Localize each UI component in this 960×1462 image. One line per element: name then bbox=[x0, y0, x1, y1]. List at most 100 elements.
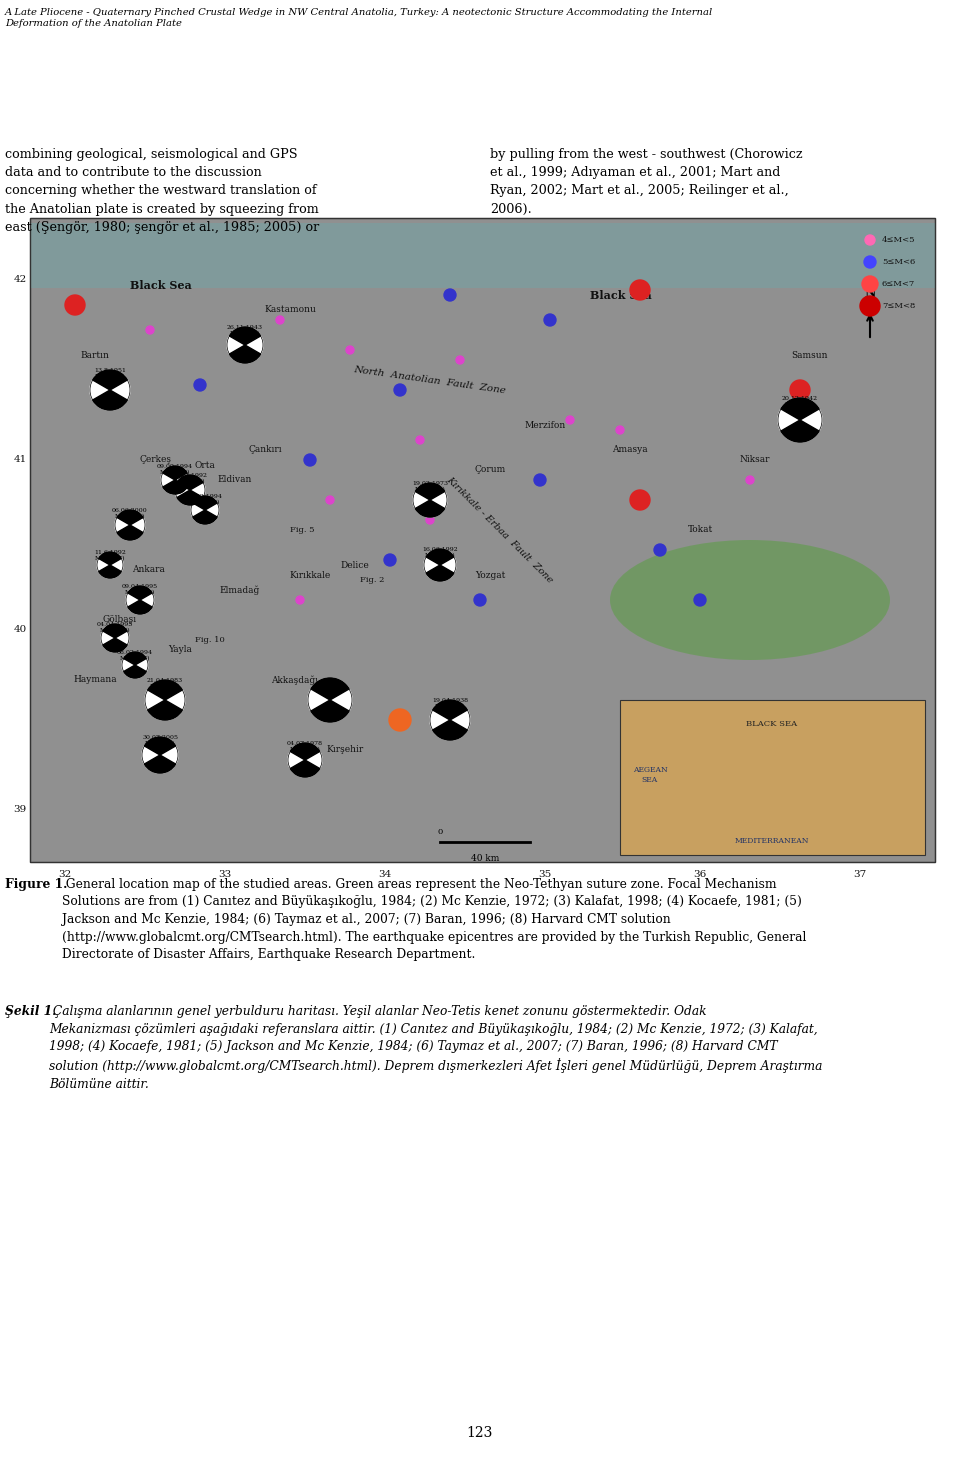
Wedge shape bbox=[144, 737, 176, 754]
Wedge shape bbox=[148, 700, 182, 719]
Wedge shape bbox=[780, 398, 819, 420]
Text: 37: 37 bbox=[853, 870, 867, 879]
Text: 4≤M<5: 4≤M<5 bbox=[882, 235, 916, 244]
Text: 11.6.1992
M:3.3 (7): 11.6.1992 M:3.3 (7) bbox=[94, 550, 126, 561]
Circle shape bbox=[126, 586, 154, 614]
Text: 6≤M<7: 6≤M<7 bbox=[882, 281, 915, 288]
Ellipse shape bbox=[610, 539, 890, 659]
Wedge shape bbox=[124, 652, 146, 665]
Text: A Late Pliocene - Quaternary Pinched Crustal Wedge in NW Central Anatolia, Turke: A Late Pliocene - Quaternary Pinched Cru… bbox=[5, 7, 713, 28]
Text: 0: 0 bbox=[438, 827, 443, 836]
Wedge shape bbox=[124, 665, 146, 678]
Text: 26.02.1994
M:3.9 (7): 26.02.1994 M:3.9 (7) bbox=[187, 494, 223, 504]
Text: Samsun: Samsun bbox=[792, 351, 828, 360]
Circle shape bbox=[430, 700, 470, 740]
Text: Haymana: Haymana bbox=[73, 675, 117, 684]
Circle shape bbox=[296, 596, 304, 604]
Circle shape bbox=[194, 379, 206, 390]
Circle shape bbox=[790, 380, 810, 401]
Wedge shape bbox=[433, 700, 468, 719]
Text: combining geological, seismological and GPS
data and to contribute to the discus: combining geological, seismological and … bbox=[5, 148, 320, 234]
Circle shape bbox=[115, 510, 145, 539]
Text: Ankara: Ankara bbox=[132, 566, 164, 575]
Circle shape bbox=[288, 743, 322, 776]
Circle shape bbox=[474, 594, 486, 607]
Wedge shape bbox=[117, 510, 143, 525]
Circle shape bbox=[426, 516, 434, 523]
Wedge shape bbox=[99, 553, 121, 564]
Circle shape bbox=[694, 594, 706, 607]
Wedge shape bbox=[99, 564, 121, 577]
Text: Bartın: Bartın bbox=[81, 351, 109, 360]
Text: Gölbaşı: Gölbaşı bbox=[103, 616, 137, 624]
Circle shape bbox=[304, 455, 316, 466]
Circle shape bbox=[534, 474, 546, 485]
Text: 30.07.2005
M:5.2 (8): 30.07.2005 M:5.2 (8) bbox=[142, 735, 178, 746]
Text: by pulling from the west - southwest (Chorowicz
et al., 1999; Adıyaman et al., 2: by pulling from the west - southwest (Ch… bbox=[490, 148, 803, 215]
Circle shape bbox=[778, 398, 822, 442]
Circle shape bbox=[142, 737, 178, 773]
Bar bbox=[30, 218, 935, 863]
Wedge shape bbox=[426, 550, 454, 564]
Text: Niksar: Niksar bbox=[740, 456, 770, 465]
Bar bbox=[30, 218, 935, 863]
Text: 7≤M<8: 7≤M<8 bbox=[882, 303, 916, 310]
Wedge shape bbox=[780, 420, 819, 442]
Text: Tokat: Tokat bbox=[687, 525, 712, 535]
Text: Fig. 2: Fig. 2 bbox=[360, 576, 384, 583]
Text: AEGEAN
SEA: AEGEAN SEA bbox=[633, 766, 667, 784]
Wedge shape bbox=[416, 500, 444, 518]
Text: 04.07.1978
M:4.9 (4): 04.07.1978 M:4.9 (4) bbox=[287, 741, 324, 751]
Circle shape bbox=[413, 482, 447, 518]
Circle shape bbox=[630, 490, 650, 510]
Circle shape bbox=[630, 281, 650, 300]
Circle shape bbox=[161, 466, 189, 494]
Text: Figure 1.: Figure 1. bbox=[5, 879, 67, 890]
Text: 20.12.1942
M:7.1 (1): 20.12.1942 M:7.1 (1) bbox=[782, 396, 818, 406]
Wedge shape bbox=[177, 475, 203, 490]
Circle shape bbox=[654, 544, 666, 556]
Text: 19.02.1973
M:4.7 (4): 19.02.1973 M:4.7 (4) bbox=[412, 481, 448, 493]
Wedge shape bbox=[290, 743, 320, 760]
Text: 09.04.1995
M:3.6 (7): 09.04.1995 M:3.6 (7) bbox=[122, 583, 158, 595]
Circle shape bbox=[101, 624, 129, 652]
Wedge shape bbox=[148, 680, 182, 700]
Wedge shape bbox=[193, 510, 217, 523]
Circle shape bbox=[746, 477, 754, 484]
Text: 34: 34 bbox=[378, 870, 392, 879]
Circle shape bbox=[865, 235, 875, 246]
Text: Şekil 1.: Şekil 1. bbox=[5, 1004, 57, 1018]
Text: 21.04.1983
M:4.7 (3): 21.04.1983 M:4.7 (3) bbox=[147, 678, 183, 689]
Text: BLACK SEA: BLACK SEA bbox=[747, 719, 798, 728]
Circle shape bbox=[566, 417, 574, 424]
Circle shape bbox=[444, 289, 456, 301]
Text: Yayla: Yayla bbox=[168, 646, 192, 655]
Text: Merzifon: Merzifon bbox=[524, 421, 565, 430]
Text: Orta: Orta bbox=[195, 462, 215, 471]
Circle shape bbox=[424, 550, 456, 580]
Circle shape bbox=[122, 652, 148, 678]
Text: 41: 41 bbox=[13, 456, 27, 465]
Circle shape bbox=[384, 554, 396, 566]
Text: Elmadağ: Elmadağ bbox=[220, 585, 260, 595]
Text: Black Sea: Black Sea bbox=[130, 281, 192, 291]
Wedge shape bbox=[416, 482, 444, 500]
Text: Çerkeş: Çerkeş bbox=[139, 456, 171, 465]
Text: 5≤M<6: 5≤M<6 bbox=[882, 257, 915, 266]
Wedge shape bbox=[311, 678, 349, 700]
Wedge shape bbox=[93, 390, 128, 409]
Text: North  Anatolian  Fault  Zone: North Anatolian Fault Zone bbox=[353, 366, 507, 395]
Wedge shape bbox=[128, 586, 152, 599]
Text: Delice: Delice bbox=[341, 560, 370, 570]
Text: 123: 123 bbox=[467, 1425, 493, 1440]
Wedge shape bbox=[103, 637, 127, 652]
Text: Fig. 5: Fig. 5 bbox=[290, 526, 315, 534]
Circle shape bbox=[191, 496, 219, 523]
Circle shape bbox=[544, 314, 556, 326]
Text: 32: 32 bbox=[59, 870, 72, 879]
Wedge shape bbox=[311, 700, 349, 722]
Circle shape bbox=[864, 256, 876, 268]
Text: 25.11.1992
M:3.2 (7): 25.11.1992 M:3.2 (7) bbox=[172, 474, 208, 484]
Text: 19.04.1938
M:6.6 (5): 19.04.1938 M:6.6 (5) bbox=[432, 697, 468, 709]
Circle shape bbox=[456, 357, 464, 364]
